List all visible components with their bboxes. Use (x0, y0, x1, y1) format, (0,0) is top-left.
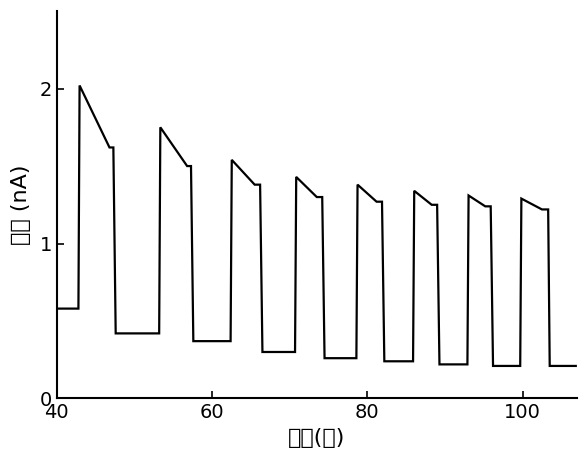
Y-axis label: 电流 (nA): 电流 (nA) (11, 164, 31, 245)
X-axis label: 时间(秒): 时间(秒) (288, 428, 346, 448)
